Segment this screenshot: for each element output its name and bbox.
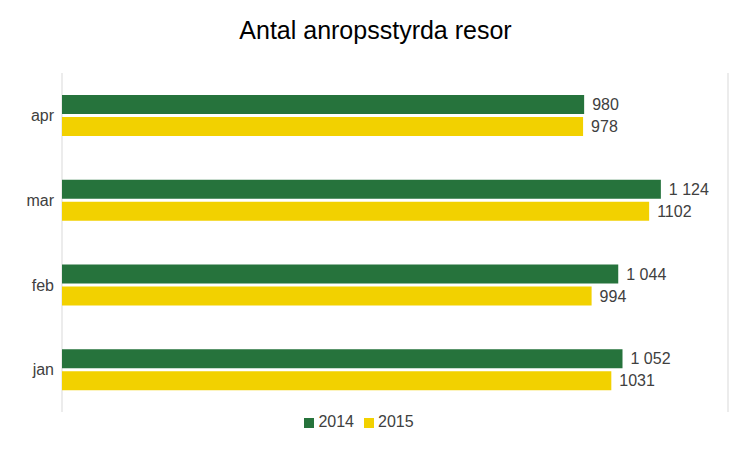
svg-text:mar: mar	[26, 192, 54, 209]
svg-text:feb: feb	[32, 277, 54, 294]
svg-text:994: 994	[600, 288, 627, 305]
svg-text:980: 980	[592, 96, 619, 113]
svg-text:jan: jan	[32, 361, 54, 378]
html-text:2014: 2014	[318, 413, 354, 430]
svg-text:1031: 1031	[619, 372, 655, 389]
html-text:2015: 2015	[378, 413, 414, 430]
svg-text:978: 978	[591, 118, 618, 135]
html-text:Antal anropsstyrda resor: Antal anropsstyrda resor	[239, 16, 512, 44]
svg-text:1 052: 1 052	[631, 350, 671, 367]
svg-text:1 124: 1 124	[669, 181, 709, 198]
svg-text:apr: apr	[31, 107, 55, 124]
svg-text:1102: 1102	[657, 203, 692, 220]
svg-text:1 044: 1 044	[626, 266, 666, 283]
